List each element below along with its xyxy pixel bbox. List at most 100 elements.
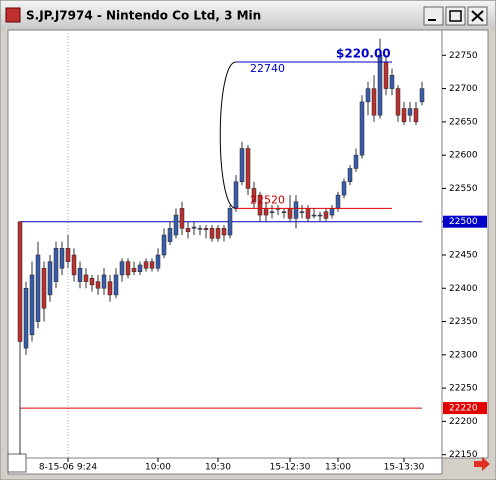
y-tick-label: 22600: [449, 151, 478, 161]
candle-body: [395, 88, 401, 116]
y-tick-label: 22350: [449, 317, 478, 327]
candle-body: [221, 228, 227, 236]
x-tick-label: 10:30: [205, 463, 231, 473]
candle-body: [233, 181, 239, 209]
candle-body: [335, 194, 341, 209]
candle-body: [149, 261, 155, 269]
x-tick-label: 15-13:30: [384, 463, 425, 473]
candle-body: [65, 248, 71, 262]
candle-body: [245, 148, 251, 189]
candle-body: [293, 201, 299, 219]
measure-diff-label: $220.00: [336, 46, 391, 60]
candle-body: [389, 75, 395, 89]
candle-body: [101, 274, 107, 289]
candle-body: [23, 288, 29, 349]
candle-body: [383, 61, 389, 89]
close-button[interactable]: [467, 6, 488, 26]
window-title: S.JP.J7974 - Nintendo Co Ltd, 3 Min: [26, 9, 261, 23]
y-tick-label: 22750: [449, 51, 478, 61]
plot-area: [7, 29, 443, 459]
candle-body: [305, 208, 311, 219]
maximize-button[interactable]: [445, 6, 466, 26]
candle-body: [35, 254, 41, 322]
candle-body: [53, 248, 59, 282]
candle-body: [59, 248, 65, 269]
candle-body: [317, 214, 323, 217]
y-tick-label: 22400: [449, 284, 478, 294]
candle-body: [419, 88, 425, 103]
candle-body: [269, 211, 275, 213]
candle-body: [185, 228, 191, 232]
minimize-button[interactable]: [423, 6, 444, 26]
x-tick-label: 8-15-06 9:24: [39, 463, 97, 473]
measure-bracket: [219, 61, 237, 209]
candle-body: [83, 274, 89, 282]
measure-start-label: 22520: [250, 193, 285, 206]
candle-body: [251, 188, 257, 202]
candle-body: [17, 221, 23, 342]
x-tick-label: 10:00: [145, 463, 171, 473]
candle-body: [329, 208, 335, 216]
candle-body: [161, 234, 167, 256]
candle-body: [377, 55, 383, 116]
y-tick-label: 22250: [449, 384, 478, 394]
y-tick-label: 22650: [449, 117, 478, 127]
title-bar: [1, 1, 495, 30]
candle-body: [89, 278, 95, 286]
candle-body: [341, 181, 347, 196]
y-tick-label: 22450: [449, 250, 478, 260]
y-tick-label: 22150: [449, 450, 478, 460]
candle-body: [365, 88, 371, 103]
candle-body: [29, 274, 35, 336]
candle-body: [263, 208, 269, 216]
candle-body: [281, 211, 287, 213]
level-label: 22220: [449, 404, 478, 414]
candle-body: [371, 88, 377, 116]
candle-body: [137, 264, 143, 272]
candle-body: [353, 154, 359, 169]
candle-body: [155, 254, 161, 269]
candle-body: [209, 228, 215, 239]
level-badge: [443, 402, 487, 415]
candle-body: [347, 168, 353, 183]
candle-body: [125, 261, 131, 276]
candle-body: [47, 261, 53, 296]
candle-body: [323, 211, 329, 219]
candle-body: [413, 108, 419, 123]
level-badge: [443, 215, 487, 228]
candle-body: [227, 208, 233, 236]
candle-body: [197, 228, 203, 230]
candle-body: [287, 208, 293, 219]
candle-body: [77, 268, 83, 282]
y-tick-label: 22550: [449, 184, 478, 194]
y-tick-label: 22300: [449, 350, 478, 360]
candle-body: [143, 261, 149, 269]
candle-body: [71, 254, 77, 276]
candle-body: [359, 101, 365, 156]
y-tick-label: 22700: [449, 84, 478, 94]
price-axis: [441, 29, 489, 459]
plot: 22150 22200 22250 22300 22350 22400 22450 22500…: [17, 38, 487, 473]
candle-body: [179, 208, 185, 229]
app-icon: [5, 7, 21, 23]
candle-body: [311, 214, 317, 217]
candle-body: [407, 108, 413, 116]
candle-body: [41, 268, 47, 309]
corner-box[interactable]: [7, 453, 27, 473]
candle-body: [95, 281, 101, 289]
candle-body: [113, 274, 119, 296]
candle-body: [191, 226, 197, 229]
candle-body: [257, 194, 263, 216]
candle-body: [119, 261, 125, 276]
candle-body: [215, 228, 221, 239]
measure-end-label: 22740: [250, 62, 285, 75]
candle-body: [131, 268, 137, 272]
candle-body: [167, 228, 173, 242]
candle-body: [401, 108, 407, 123]
candle-body: [299, 211, 305, 213]
scroll-arrow[interactable]: [474, 457, 490, 471]
candle-body: [107, 281, 113, 296]
candle-body: [239, 148, 245, 183]
candle-body: [173, 214, 179, 236]
